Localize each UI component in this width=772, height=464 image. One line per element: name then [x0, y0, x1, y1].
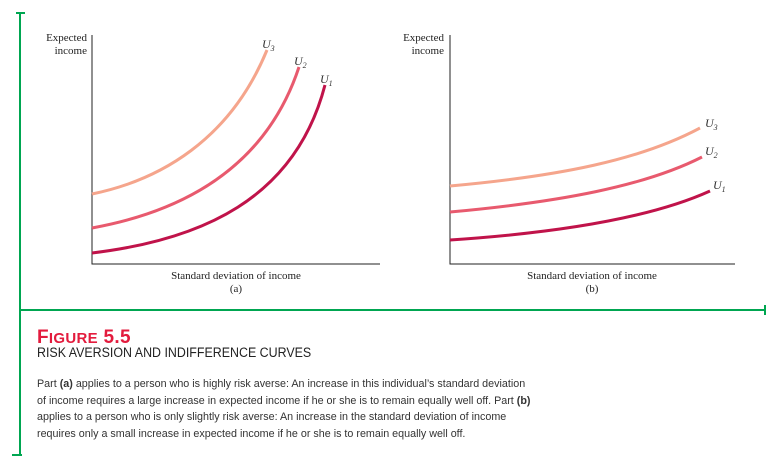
- figure-label-rest: IGURE: [48, 330, 98, 347]
- panel-b-label-u2: U2: [705, 144, 718, 160]
- caption-bold-a: (a): [59, 378, 73, 390]
- panel-b-ylabel-1: Expected: [403, 32, 444, 44]
- panel-b-curve-u2: [449, 155, 703, 214]
- panel-a-label-u3: U3: [262, 37, 275, 53]
- panel-a-tag: (a): [230, 283, 243, 295]
- panel-a-curve-u3: [91, 49, 269, 196]
- panel-a-label-u1: U1: [320, 72, 333, 88]
- panel-b-label-u3: U3: [705, 116, 718, 132]
- figure-label: FIGURE 5.5: [37, 327, 131, 349]
- panel-b-curve-u3: [449, 126, 701, 188]
- figure-title: RISK AVERSION AND INDIFFERENCE CURVES: [37, 345, 312, 360]
- panel-a-xlabel: Standard deviation of income: [171, 270, 301, 282]
- figure-number: 5.5: [103, 327, 131, 348]
- caption-text: Part: [37, 378, 60, 390]
- panel-b-ylabel-2: income: [412, 45, 444, 57]
- caption-text: applies to a person who is only slightly…: [37, 411, 507, 440]
- panel-b-xlabel: Standard deviation of income: [527, 270, 657, 282]
- panel-a-axes: [91, 35, 380, 265]
- panel-a-curve-u1: [91, 84, 327, 255]
- panel-a-label-u2: U2: [294, 54, 307, 70]
- panel-a: Expected income Standard deviation of in…: [46, 32, 380, 295]
- panel-b-label-u1: U1: [713, 178, 726, 194]
- panel-b-tag: (b): [586, 283, 599, 295]
- panel-b-axes: [449, 35, 735, 265]
- panel-b-curve-u1: [449, 189, 711, 242]
- panel-b: Expected income Standard deviation of in…: [403, 32, 735, 295]
- panel-a-ylabel-2: income: [55, 45, 87, 57]
- panel-a-ylabel-1: Expected: [46, 32, 87, 44]
- panel-a-curve-u2: [91, 66, 301, 230]
- caption-bold-b: (b): [516, 394, 531, 407]
- figure-label-prefix: F: [37, 327, 49, 348]
- caption-text: applies to a person who is highly risk a…: [37, 378, 526, 407]
- figure-caption: Part (a) applies to a person who is high…: [37, 376, 536, 442]
